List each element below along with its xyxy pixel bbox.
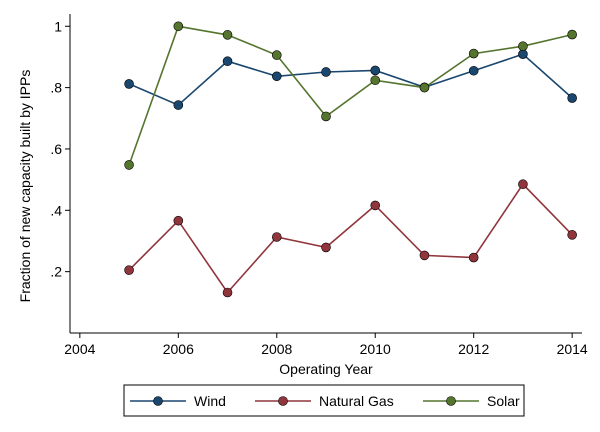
- natural-gas-point: [370, 200, 381, 211]
- solar-point: [468, 48, 479, 59]
- solar-line: [128, 25, 573, 166]
- y-tick-label: 1: [54, 18, 62, 34]
- wind-point: [468, 65, 479, 76]
- x-axis-label: Operating Year: [279, 361, 373, 377]
- legend-item-solar: Solar: [423, 393, 520, 409]
- legend-swatch-marker: [153, 396, 163, 406]
- x-tick-label: 2014: [557, 341, 588, 357]
- solar-point: [271, 50, 282, 60]
- natural-gas-point: [518, 179, 528, 190]
- solar-point: [173, 21, 184, 32]
- solar-point: [419, 82, 430, 93]
- natural-gas-point: [419, 250, 430, 261]
- natural-gas-point: [271, 232, 282, 242]
- wind-point: [370, 65, 381, 76]
- legend: Wind Natural Gas Solar: [123, 384, 525, 417]
- solar-point: [124, 160, 134, 170]
- natural-gas-point: [124, 265, 134, 275]
- legend-item-wind: Wind: [130, 393, 226, 409]
- legend-item-natural-gas: Natural Gas: [255, 393, 394, 409]
- natural-gas-point: [468, 252, 479, 263]
- solar-point: [222, 30, 233, 40]
- y-tick-label: .6: [50, 141, 62, 157]
- x-tick-label: 2006: [163, 341, 194, 357]
- natural-gas-point: [222, 287, 233, 298]
- series-solar: [124, 21, 577, 170]
- x-tick-label: 2008: [261, 341, 292, 357]
- y-axis-label: Fraction of new capacity built by IPPs: [17, 70, 33, 303]
- y-tick-label: .4: [50, 202, 62, 218]
- solar-point: [370, 75, 381, 86]
- legend-label: Wind: [194, 393, 226, 409]
- series-group: [124, 21, 577, 298]
- x-tick-label: 2004: [64, 341, 95, 357]
- natural-gas-point: [173, 215, 184, 226]
- legend-label: Solar: [487, 393, 520, 409]
- wind-point: [271, 71, 282, 82]
- natural-gas-line: [128, 182, 573, 294]
- wind-line: [128, 53, 573, 107]
- y-tick-label: .2: [50, 264, 62, 280]
- solar-point: [567, 29, 577, 40]
- solar-point: [518, 41, 528, 52]
- wind-point: [518, 49, 528, 59]
- x-tick-label: 2010: [360, 341, 391, 357]
- series-natural-gas: [124, 179, 577, 298]
- wind-point: [124, 79, 134, 89]
- legend-label: Natural Gas: [319, 393, 394, 409]
- legend-swatch-marker: [446, 396, 456, 406]
- wind-point: [567, 93, 577, 103]
- wind-point: [173, 100, 184, 110]
- legend-swatch-marker: [278, 396, 288, 406]
- natural-gas-point: [321, 242, 331, 253]
- wind-point: [321, 67, 331, 77]
- solar-point: [321, 111, 331, 122]
- natural-gas-point: [567, 230, 577, 240]
- x-tick-label: 2012: [458, 341, 489, 357]
- series-wind: [124, 49, 577, 110]
- y-tick-label: .8: [50, 80, 62, 96]
- axes: .2 .4 .6 .8 1 2004 2006 2008 2010 2012 2014: [50, 14, 588, 357]
- wind-point: [222, 56, 233, 67]
